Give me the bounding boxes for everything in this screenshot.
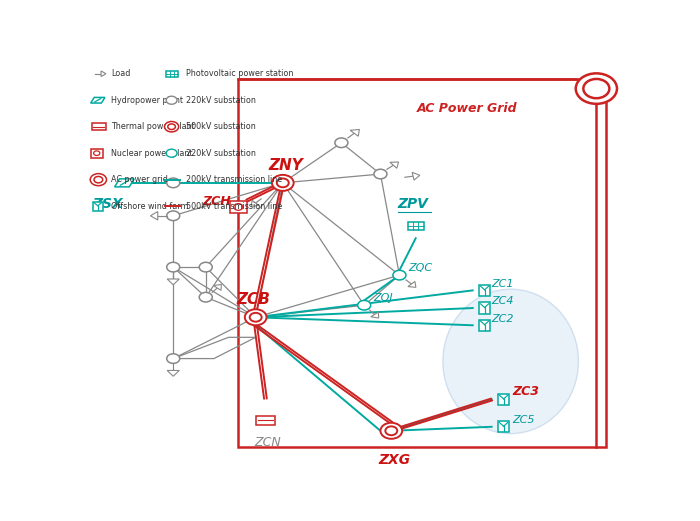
Text: 500kV transmission line: 500kV transmission line — [186, 202, 283, 210]
Circle shape — [575, 73, 617, 104]
Circle shape — [276, 179, 289, 187]
Bar — [91, 149, 103, 157]
Bar — [238, 79, 606, 447]
Text: ZXG: ZXG — [378, 453, 410, 467]
Text: ZC1: ZC1 — [491, 279, 514, 289]
Ellipse shape — [443, 289, 578, 433]
Polygon shape — [101, 71, 106, 77]
Circle shape — [374, 169, 387, 179]
Polygon shape — [167, 279, 179, 285]
Circle shape — [381, 423, 402, 439]
Circle shape — [250, 313, 262, 321]
Text: Nuclear power plant: Nuclear power plant — [111, 148, 193, 158]
Text: ZQC: ZQC — [408, 263, 432, 272]
Polygon shape — [350, 129, 359, 136]
Text: ZC4: ZC4 — [491, 296, 514, 306]
Polygon shape — [371, 312, 379, 318]
Polygon shape — [408, 281, 416, 287]
Circle shape — [167, 178, 180, 188]
Bar — [407, 222, 424, 230]
Text: Hydropower plant: Hydropower plant — [111, 96, 183, 105]
Text: 220kV substation: 220kV substation — [186, 148, 256, 158]
Bar — [93, 202, 103, 210]
Circle shape — [164, 121, 178, 132]
Circle shape — [167, 211, 180, 220]
Polygon shape — [214, 284, 221, 290]
Polygon shape — [251, 201, 259, 206]
Bar — [480, 285, 490, 296]
Circle shape — [358, 301, 371, 310]
Circle shape — [199, 262, 212, 272]
Text: ZSX: ZSX — [92, 197, 123, 211]
Bar — [498, 421, 509, 432]
Text: AC Power Grid: AC Power Grid — [417, 102, 517, 115]
Circle shape — [168, 124, 176, 130]
Text: Offshore wind farm: Offshore wind farm — [111, 202, 189, 210]
Polygon shape — [150, 212, 158, 220]
Text: ZQJ: ZQJ — [373, 293, 393, 303]
Text: Thermal power plant: Thermal power plant — [111, 122, 195, 131]
Bar — [256, 416, 274, 425]
Text: ZPV: ZPV — [398, 197, 428, 211]
Polygon shape — [390, 162, 398, 168]
Circle shape — [245, 309, 267, 325]
Text: ZC5: ZC5 — [512, 415, 535, 425]
Bar — [166, 71, 178, 77]
Circle shape — [199, 292, 212, 302]
Polygon shape — [115, 179, 134, 187]
Circle shape — [393, 270, 406, 280]
Text: ZC2: ZC2 — [491, 314, 514, 324]
Circle shape — [94, 151, 100, 155]
Circle shape — [90, 173, 106, 185]
Circle shape — [272, 175, 294, 191]
Circle shape — [94, 177, 103, 183]
Text: ZCH: ZCH — [202, 195, 231, 208]
Text: Load: Load — [111, 69, 131, 78]
Text: ZC3: ZC3 — [512, 385, 539, 398]
Bar — [480, 320, 490, 331]
Circle shape — [167, 354, 180, 364]
Bar — [92, 123, 106, 130]
Circle shape — [583, 79, 610, 98]
Text: ZCB: ZCB — [236, 292, 270, 307]
Circle shape — [167, 262, 180, 272]
Text: 200kV transmission line: 200kV transmission line — [186, 175, 283, 184]
Bar — [498, 394, 509, 405]
Text: 220kV substation: 220kV substation — [186, 96, 256, 105]
Polygon shape — [167, 370, 179, 376]
Polygon shape — [412, 172, 420, 180]
Bar — [230, 201, 247, 214]
Circle shape — [335, 138, 348, 147]
Circle shape — [166, 96, 177, 104]
Polygon shape — [90, 97, 105, 103]
Text: 500kV substation: 500kV substation — [186, 122, 256, 131]
Circle shape — [385, 426, 398, 435]
Text: ZCN: ZCN — [255, 437, 281, 450]
Text: ZNY: ZNY — [268, 158, 303, 173]
Text: Photovoltaic power station: Photovoltaic power station — [186, 69, 293, 78]
Text: AC power grid: AC power grid — [111, 175, 168, 184]
Circle shape — [166, 149, 177, 157]
Circle shape — [234, 204, 243, 210]
Bar — [480, 302, 490, 314]
